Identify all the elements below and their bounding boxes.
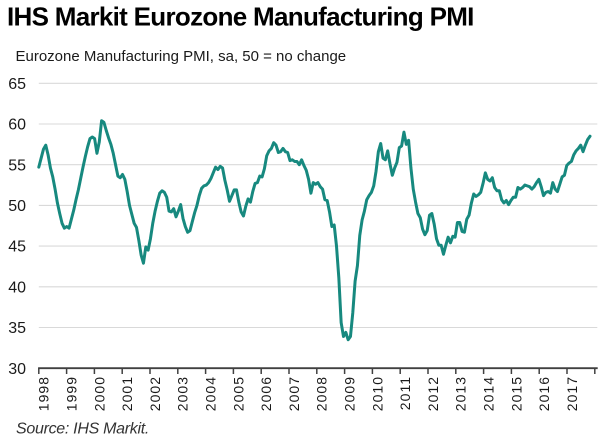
svg-text:60: 60: [8, 117, 26, 134]
svg-text:2014: 2014: [481, 376, 497, 411]
svg-text:1999: 1999: [64, 376, 80, 411]
svg-text:35: 35: [8, 320, 26, 337]
svg-text:2000: 2000: [91, 376, 107, 411]
svg-text:2002: 2002: [147, 376, 163, 411]
svg-text:55: 55: [8, 157, 26, 174]
svg-text:2003: 2003: [175, 376, 191, 411]
svg-text:2016: 2016: [536, 376, 552, 411]
svg-text:2006: 2006: [258, 376, 274, 411]
svg-text:2013: 2013: [453, 376, 469, 411]
svg-text:1998: 1998: [36, 376, 52, 411]
svg-text:50: 50: [8, 198, 26, 215]
svg-text:2015: 2015: [508, 376, 524, 411]
svg-text:Eurozone Manufacturing PMI, sa: Eurozone Manufacturing PMI, sa, 50 = no …: [16, 48, 347, 65]
svg-text:2007: 2007: [286, 376, 302, 411]
svg-text:2005: 2005: [230, 376, 246, 411]
svg-text:2004: 2004: [203, 376, 219, 411]
svg-text:2010: 2010: [369, 376, 385, 411]
svg-text:30: 30: [8, 361, 26, 378]
svg-text:40: 40: [8, 279, 26, 296]
svg-text:2008: 2008: [314, 376, 330, 411]
svg-text:45: 45: [8, 239, 26, 256]
svg-text:65: 65: [8, 76, 26, 93]
svg-text:2001: 2001: [119, 376, 135, 411]
svg-text:Source: IHS Markit.: Source: IHS Markit.: [16, 420, 149, 437]
svg-text:2011: 2011: [397, 376, 413, 410]
svg-text:2017: 2017: [564, 376, 580, 411]
svg-text:2009: 2009: [342, 376, 358, 411]
svg-text:IHS Markit Eurozone Manufactur: IHS Markit Eurozone Manufacturing PMI: [7, 1, 474, 31]
svg-text:2012: 2012: [425, 376, 441, 411]
